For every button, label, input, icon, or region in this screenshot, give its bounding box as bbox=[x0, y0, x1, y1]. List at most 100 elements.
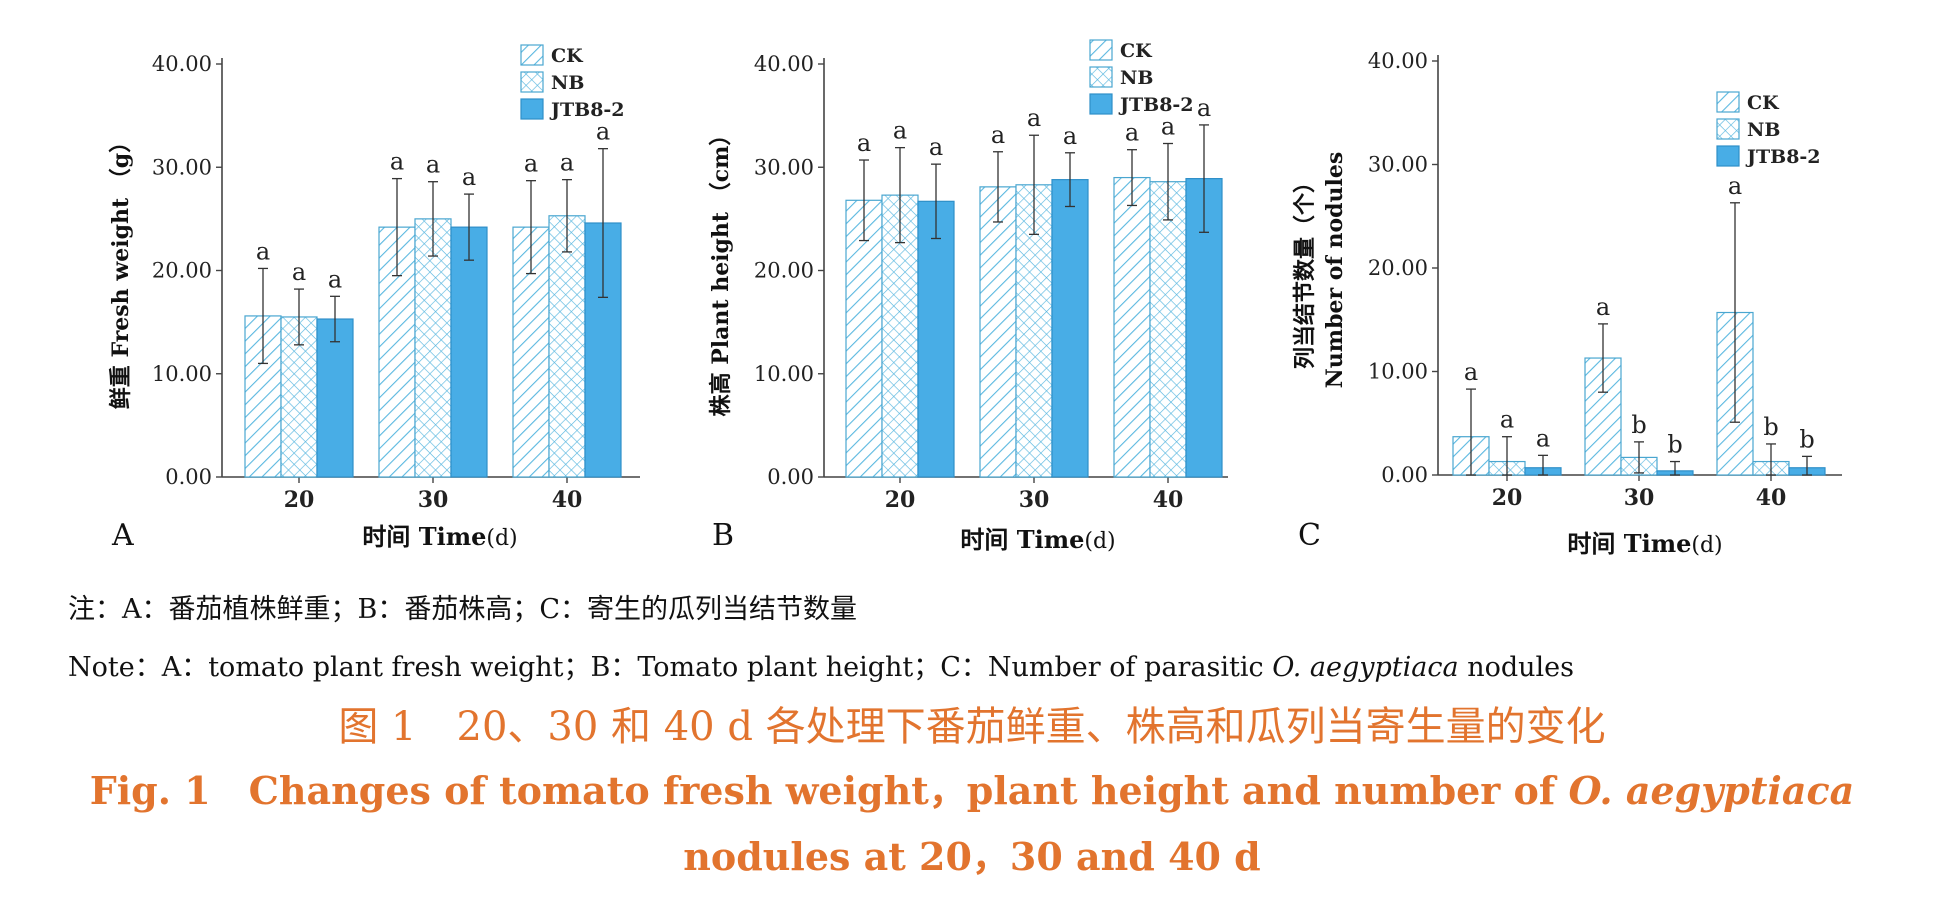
figure-caption-en-line1: Fig. 1 Changes of tomato fresh weight，pl… bbox=[0, 760, 1944, 815]
significance-label: a bbox=[560, 149, 574, 177]
y-tick-label: 0.00 bbox=[767, 465, 814, 489]
legend-swatch-jtb8-2 bbox=[1716, 145, 1740, 167]
legend-swatch-jtb8-2 bbox=[520, 98, 544, 120]
x-axis-label-en: Time bbox=[1624, 529, 1692, 558]
significance-label: a bbox=[1500, 406, 1514, 434]
x-axis-label-cn: 时间 bbox=[1567, 529, 1623, 558]
bar-ck bbox=[1113, 176, 1151, 478]
significance-label: a bbox=[596, 118, 610, 146]
figure-caption-en-text: Fig. 1 Changes of tomato fresh weight，pl… bbox=[89, 768, 1569, 813]
y-axis-label: 株高 Plant height （cm） bbox=[708, 124, 734, 417]
y-tick-label: 40.00 bbox=[754, 52, 814, 76]
y-tick-label: 40.00 bbox=[152, 52, 212, 76]
x-tick-label: 40 bbox=[1153, 487, 1184, 513]
y-tick-label: 10.00 bbox=[754, 362, 814, 386]
significance-label: a bbox=[292, 258, 306, 286]
legend-swatch-ck bbox=[1089, 39, 1113, 61]
significance-label: a bbox=[1125, 119, 1139, 147]
significance-label: b bbox=[1667, 431, 1682, 459]
x-axis-label-cn: 时间 bbox=[362, 522, 418, 551]
legend-label-ck: CK bbox=[551, 45, 584, 67]
figure-caption-cn: 图 1 20、30 和 40 d 各处理下番茄鲜重、株高和瓜列当寄生量的变化 bbox=[338, 704, 1606, 750]
y-tick-label: 20.00 bbox=[754, 259, 814, 283]
bar-jtb8-2 bbox=[1051, 179, 1089, 478]
y-tick-label: 10.00 bbox=[152, 362, 212, 386]
significance-label: a bbox=[256, 237, 270, 265]
bar-nb bbox=[1149, 181, 1187, 478]
x-axis-label: 时间 Time(d) bbox=[960, 525, 1115, 554]
y-tick-label: 30.00 bbox=[1368, 153, 1428, 177]
y-tick-label: 0.00 bbox=[1381, 463, 1428, 487]
legend-label-ck: CK bbox=[1120, 40, 1153, 62]
legend-swatch-ck bbox=[1716, 91, 1740, 113]
legend-label-jtb8-2: JTB8-2 bbox=[1118, 94, 1194, 116]
y-tick-label: 40.00 bbox=[1368, 49, 1428, 73]
figure-note-en-text: Note：A：tomato plant fresh weight；B：Tomat… bbox=[68, 652, 1273, 683]
x-tick-label: 20 bbox=[885, 487, 916, 513]
y-axis-label: 鲜重 Fresh weight （g） bbox=[108, 131, 134, 409]
bar-jtb8-2 bbox=[917, 200, 955, 478]
bar-nb bbox=[414, 218, 452, 478]
legend-swatch-jtb8-2 bbox=[1089, 93, 1113, 115]
legend-label-nb: NB bbox=[1120, 67, 1153, 89]
y-axis-label-en: Number of nodules bbox=[1322, 152, 1348, 389]
bar-jtb8-2 bbox=[316, 318, 354, 478]
x-tick-label: 40 bbox=[552, 487, 583, 513]
significance-label: a bbox=[1063, 122, 1077, 150]
x-axis-label: 时间 Time(d) bbox=[1567, 529, 1722, 558]
legend-swatch-nb bbox=[520, 71, 544, 93]
y-tick-label: 20.00 bbox=[1368, 256, 1428, 280]
legend-label-nb: NB bbox=[1747, 119, 1780, 141]
bar-jtb8-2 bbox=[450, 226, 488, 478]
significance-label: a bbox=[1197, 94, 1211, 122]
x-axis-label-unit: (d) bbox=[1691, 533, 1722, 558]
figure-note-en-suffix: nodules bbox=[1458, 652, 1574, 683]
significance-label: a bbox=[929, 133, 943, 161]
legend-label-jtb8-2: JTB8-2 bbox=[1745, 146, 1821, 168]
significance-label: a bbox=[857, 129, 871, 157]
significance-label: a bbox=[1596, 293, 1610, 321]
significance-label: a bbox=[426, 151, 440, 179]
legend-swatch-nb bbox=[1716, 118, 1740, 140]
significance-label: a bbox=[1536, 424, 1550, 452]
x-axis-label-en: Time bbox=[1017, 525, 1085, 554]
significance-label: a bbox=[893, 117, 907, 145]
legend-swatch-ck bbox=[520, 44, 544, 66]
x-axis-label-unit: (d) bbox=[486, 526, 517, 551]
panel-letter-b: B bbox=[712, 518, 734, 553]
significance-label: a bbox=[1728, 172, 1742, 200]
legend-label-ck: CK bbox=[1747, 92, 1780, 114]
legend-label-nb: NB bbox=[551, 72, 584, 94]
bar-ck bbox=[845, 199, 883, 478]
significance-label: a bbox=[991, 121, 1005, 149]
x-tick-label: 20 bbox=[284, 487, 315, 513]
y-tick-label: 10.00 bbox=[1368, 360, 1428, 384]
significance-label: a bbox=[1464, 358, 1478, 386]
x-axis-label-en: Time bbox=[419, 522, 487, 551]
y-axis-label: 列当结节数量（个） bbox=[1292, 171, 1318, 369]
significance-label: a bbox=[328, 265, 342, 293]
panel-letter-c: C bbox=[1298, 518, 1321, 553]
significance-label: b bbox=[1631, 411, 1646, 439]
y-tick-label: 0.00 bbox=[165, 465, 212, 489]
significance-label: a bbox=[1161, 113, 1175, 141]
x-tick-label: 30 bbox=[1019, 487, 1050, 513]
x-axis-label-unit: (d) bbox=[1084, 529, 1115, 554]
y-tick-label: 30.00 bbox=[754, 155, 814, 179]
figure-note-en: Note：A：tomato plant fresh weight；B：Tomat… bbox=[68, 645, 1574, 684]
bar-ck bbox=[979, 186, 1017, 478]
legend-swatch-nb bbox=[1089, 66, 1113, 88]
x-tick-label: 20 bbox=[1492, 485, 1523, 511]
figure-caption-en-line2: nodules at 20，30 and 40 d bbox=[683, 834, 1261, 879]
panel-letter-a: A bbox=[111, 518, 134, 553]
significance-label: a bbox=[462, 163, 476, 191]
significance-label: b bbox=[1799, 425, 1814, 453]
figure-caption-en-species: O. aegyptiaca bbox=[1568, 768, 1855, 813]
figure-note-cn: 注：A：番茄植株鲜重；B：番茄株高；C：寄生的瓜列当结节数量 bbox=[68, 594, 857, 625]
x-tick-label: 30 bbox=[1624, 485, 1655, 511]
x-axis-label-cn: 时间 bbox=[960, 525, 1016, 554]
